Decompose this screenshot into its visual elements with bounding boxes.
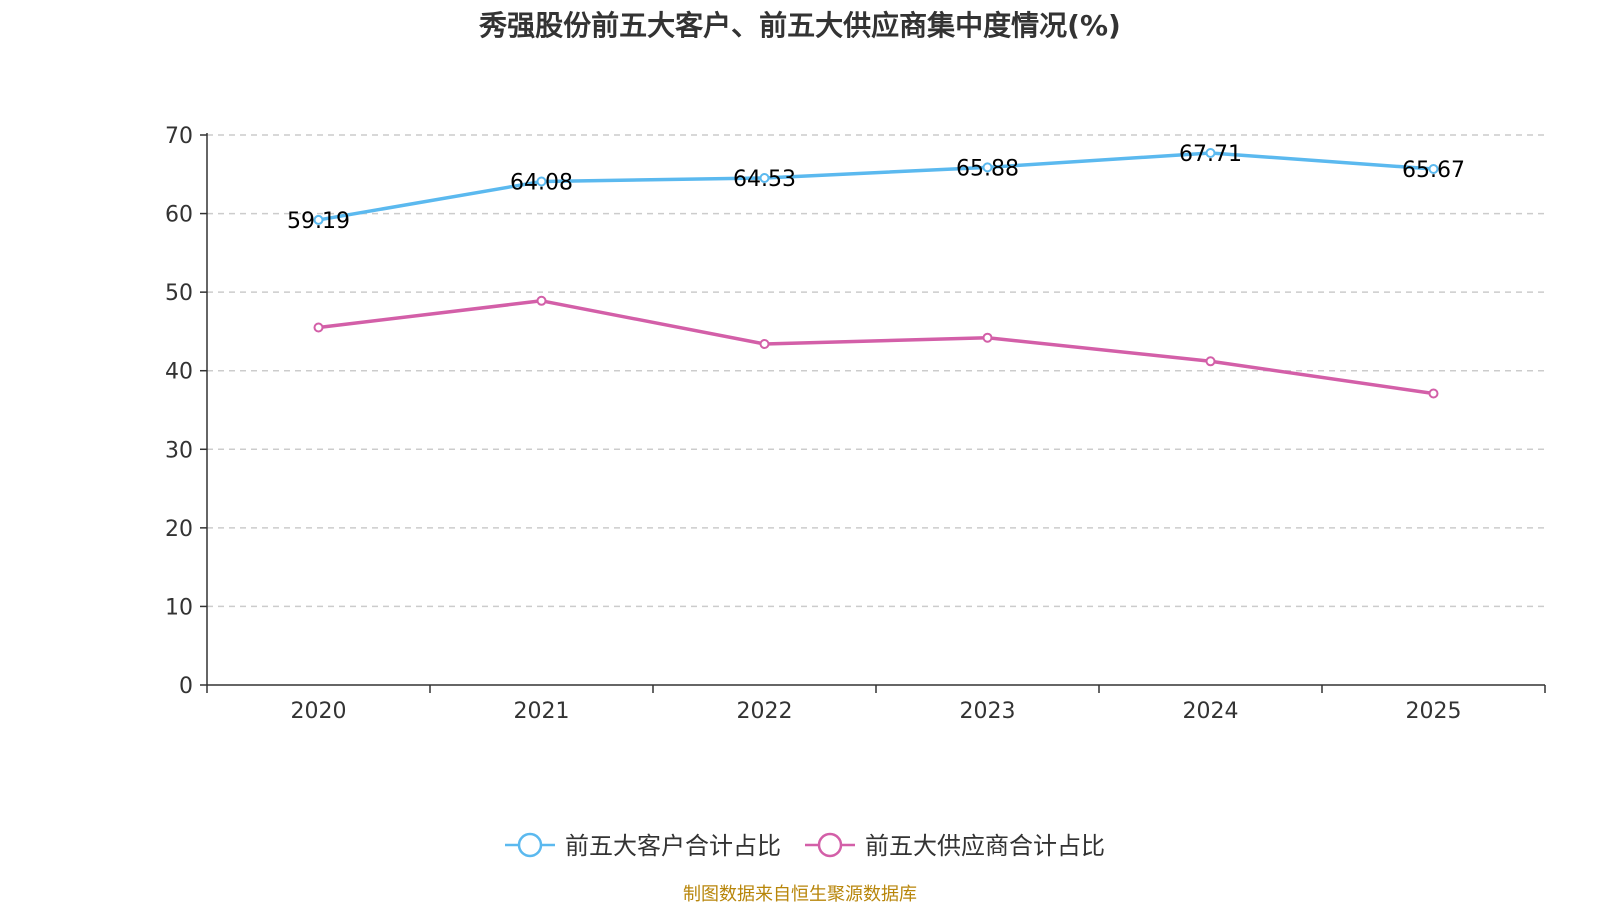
- chart-title: 秀强股份前五大客户、前五大供应商集中度情况(%): [479, 9, 1121, 42]
- series-line-1: [318, 151, 1434, 222]
- series-1-point-2022: [759, 172, 770, 183]
- series-layer: [313, 147, 1439, 399]
- data-label-2022: 64.53: [733, 167, 796, 192]
- legend-marker-1: [517, 832, 543, 858]
- x-tick-label-2021: 2021: [514, 699, 570, 724]
- axes: 0 10 20 30 40 50 60 70 2020 2021 2022 2023 2024 2025: [165, 124, 1546, 724]
- y-tick-label: 60: [165, 203, 193, 228]
- x-tick-label-2022: 2022: [737, 699, 793, 724]
- y-tick-label: 70: [165, 124, 193, 149]
- series-1-point-2020: [313, 214, 324, 225]
- series-1-point-2025: [1428, 164, 1439, 175]
- series-1-point-2024: [1205, 147, 1216, 158]
- y-tick-label: 30: [165, 438, 193, 463]
- data-label-2023: 65.88: [956, 156, 1019, 181]
- y-tick-label: 0: [179, 674, 193, 699]
- source-note: 制图数据来自恒生聚源数据库: [683, 884, 917, 905]
- data-labels: 59.19 64.08 64.53 65.88 67.71 65.67: [287, 142, 1465, 234]
- series-1-point-2023: [982, 162, 993, 173]
- x-tick-label-2023: 2023: [960, 699, 1016, 724]
- data-label-2021: 64.08: [510, 171, 573, 196]
- series-2-point-2021: [536, 295, 547, 306]
- x-tick-label-2020: 2020: [291, 699, 347, 724]
- x-tick-label-2025: 2025: [1406, 699, 1462, 724]
- series-line-2: [318, 299, 1434, 396]
- series-2-point-2025: [1428, 388, 1439, 399]
- y-tick-label: 10: [165, 595, 193, 620]
- series-2-point-2024: [1205, 356, 1216, 367]
- y-tick-label: 40: [165, 360, 193, 385]
- legend-marker-2: [817, 832, 843, 858]
- series-1-point-2021: [536, 176, 547, 187]
- grid-lines: [207, 134, 1545, 608]
- y-tick-label: 50: [165, 281, 193, 306]
- legend-label-2: 前五大供应商合计占比: [865, 832, 1105, 860]
- data-label-2020: 59.19: [287, 209, 350, 234]
- data-label-2025: 65.67: [1402, 158, 1465, 183]
- series-2-point-2020: [313, 322, 324, 333]
- legend-label-1: 前五大客户合计占比: [565, 832, 781, 860]
- series-2-point-2023: [982, 332, 993, 343]
- data-label-2024: 67.71: [1179, 142, 1242, 167]
- series-2-point-2022: [759, 339, 770, 349]
- legend: 前五大客户合计占比 前五大供应商合计占比: [505, 832, 1105, 860]
- y-tick-label: 20: [165, 517, 193, 542]
- x-tick-label-2024: 2024: [1183, 699, 1239, 724]
